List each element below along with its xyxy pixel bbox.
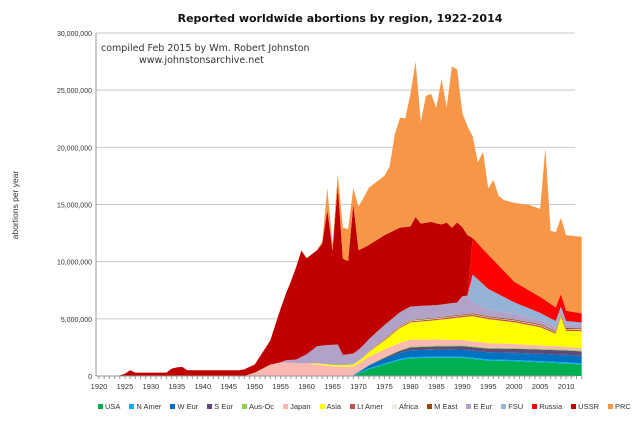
legend-label: PRC (615, 402, 631, 411)
legend-label: M East (434, 402, 458, 411)
legend-swatch (98, 404, 103, 409)
legend-swatch (129, 404, 135, 409)
legend-swatch (571, 404, 577, 409)
legend-swatch (427, 404, 433, 409)
legend-swatch (170, 404, 176, 409)
legend-label: Africa (398, 402, 419, 411)
x-tick-label: 1980 (402, 382, 419, 391)
area-japan (109, 339, 582, 376)
x-tick-label: 1930 (143, 382, 160, 391)
area-usa (109, 357, 582, 376)
area-prc (109, 61, 582, 377)
x-tick-label: 1925 (117, 382, 134, 391)
legend-label: E Eur (473, 402, 493, 411)
legend-item: Japan (283, 402, 311, 411)
areas (109, 61, 582, 377)
axes: 0 5,000,000 10,000,000 15,000,000 20,000,000… (57, 31, 583, 391)
legend-label: USA (105, 402, 121, 411)
legend-swatch (207, 404, 213, 409)
legend-swatch (242, 404, 248, 409)
y-tick-label: 5,000,000 (61, 317, 92, 324)
area-w-eur (109, 349, 582, 376)
legend-item: Aus-Oc (242, 402, 274, 411)
x-tick-label: 1950 (246, 382, 263, 391)
y-tick-label: 20,000,000 (57, 145, 92, 152)
x-tick-label: 1970 (350, 382, 367, 391)
legend-item: Africa (391, 402, 419, 411)
legend-item: PRC (608, 402, 631, 411)
x-tick-label: 1940 (194, 382, 211, 391)
legend-label: Russia (539, 402, 563, 411)
legend-label: Asia (326, 402, 342, 411)
legend-label: Japan (290, 402, 311, 411)
y-tick-label: 15,000,000 (57, 203, 92, 210)
legend-item: N Amer (129, 402, 161, 411)
legend-item: E Eur (466, 402, 492, 411)
area-e-eur (109, 295, 582, 376)
x-tick-label: 1975 (376, 382, 393, 391)
legend-swatch (350, 404, 356, 409)
x-tick-label: 2010 (558, 382, 575, 391)
x-tick-label: 1990 (454, 382, 471, 391)
legend-item: Asia (319, 402, 342, 411)
legend-item: W Eur (170, 402, 198, 411)
legend-item: M East (427, 402, 457, 411)
legend-swatch (532, 404, 538, 409)
website-line: www.johnstonsarchive.net (139, 55, 264, 66)
legend-swatch (283, 404, 289, 409)
x-tick-label: 1960 (298, 382, 315, 391)
credit-line: compiled Feb 2015 by Wm. Robert Johnston (101, 43, 310, 54)
legend-item: USSR (571, 402, 599, 411)
legend-item: Lt Amer (350, 402, 383, 411)
legend-swatch (466, 404, 472, 409)
y-axis-label: abortions per year (10, 171, 20, 240)
legend-label: Lt Amer (357, 402, 383, 411)
legend-swatch (391, 404, 397, 409)
legend: USA N Amer W Eur S Eur Aus-Oc Japan Asia Lt Ame… (98, 402, 631, 411)
x-tick-label: 1935 (169, 382, 186, 391)
legend-label: Aus-Oc (249, 402, 275, 411)
legend-item: Russia (532, 402, 562, 411)
x-tick-label: 1920 (91, 382, 108, 391)
legend-item: S Eur (207, 402, 233, 411)
legend-swatch (501, 404, 507, 409)
legend-item: FSU (501, 402, 523, 411)
chart-title: Reported worldwide abortions by region, … (178, 12, 503, 25)
legend-swatch (608, 404, 613, 409)
legend-label: USSR (578, 402, 599, 411)
x-tick-label: 2000 (506, 382, 523, 391)
area-ussr (109, 185, 582, 376)
legend-label: W Eur (177, 402, 199, 411)
x-tick-label: 2005 (532, 382, 549, 391)
y-tick-label: 30,000,000 (57, 31, 92, 38)
y-tick-label: 0 (88, 374, 92, 381)
x-tick-label: 1985 (428, 382, 445, 391)
legend-label: N Amer (136, 402, 162, 411)
legend-label: FSU (508, 402, 524, 411)
legend-item: USA (98, 402, 120, 411)
legend-label: S Eur (214, 402, 234, 411)
x-tick-label: 1955 (272, 382, 289, 391)
x-tick-label: 1995 (480, 382, 497, 391)
area-asia (109, 316, 582, 376)
legend-swatch (319, 404, 325, 409)
x-tick-label: 1965 (324, 382, 341, 391)
y-tick-label: 25,000,000 (57, 88, 92, 95)
x-tick-label: 1945 (220, 382, 237, 391)
y-tick-label: 10,000,000 (57, 260, 92, 267)
